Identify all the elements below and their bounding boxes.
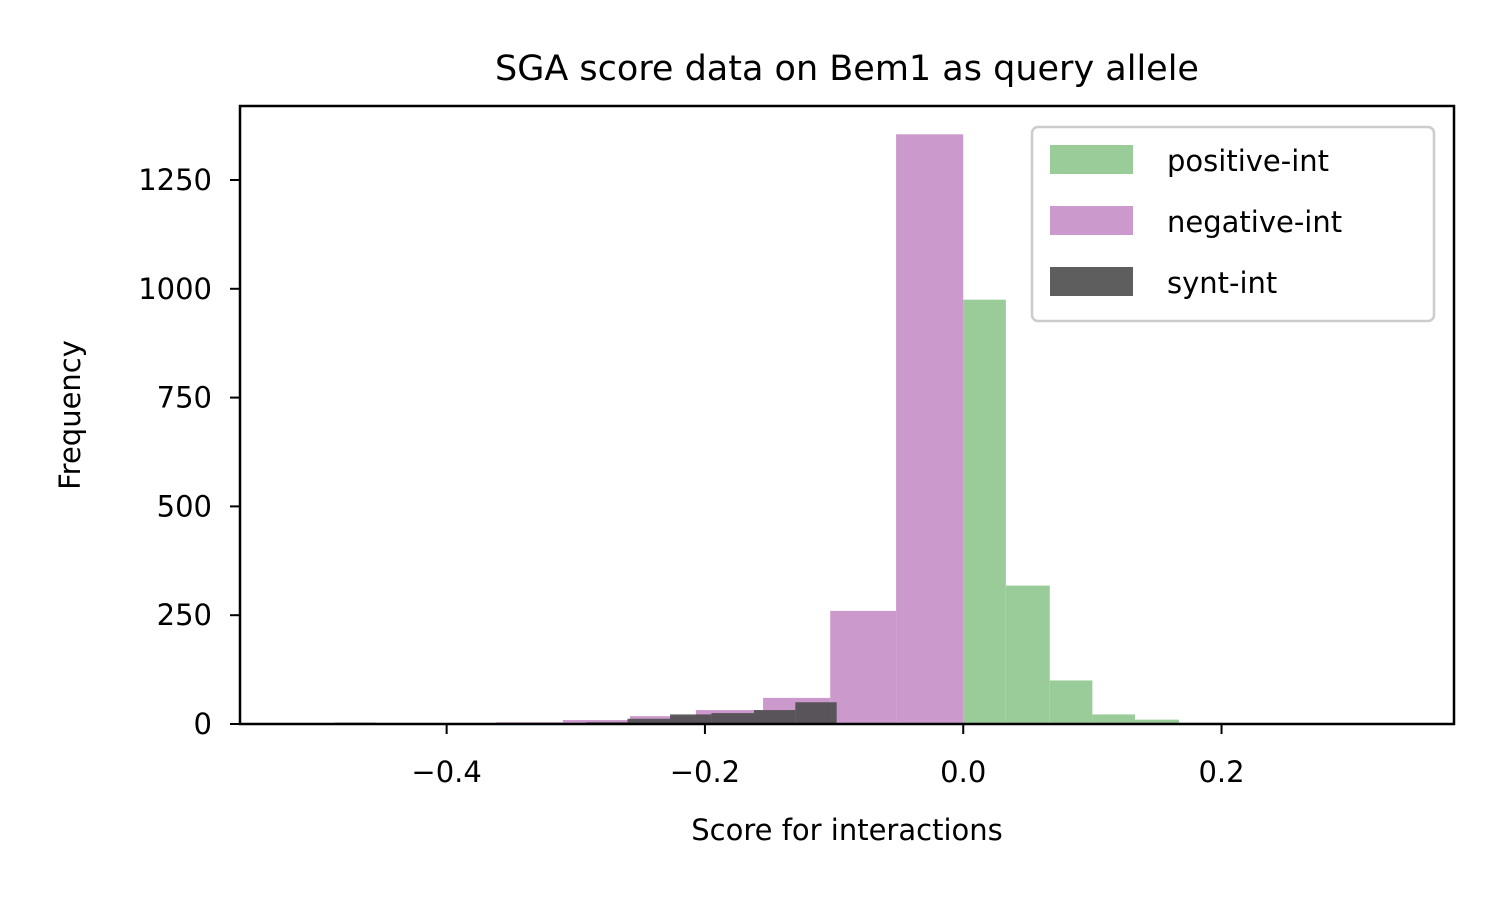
y-axis-label: Frequency [53, 340, 87, 490]
bar-negative-int-0 [896, 134, 964, 725]
bar-positive-int-4 [1135, 719, 1179, 724]
y-tick-label: 1250 [138, 163, 212, 197]
x-tick-label: 0.0 [940, 755, 986, 789]
chart-title: SGA score data on Bem1 as query allele [495, 49, 1199, 89]
y-tick-label: 1000 [138, 272, 212, 306]
bar-positive-int-2 [1049, 680, 1093, 724]
bar-synt-int-1 [754, 710, 796, 724]
legend-swatch-synt-int [1050, 267, 1133, 296]
bar-positive-int-3 [1092, 714, 1135, 724]
bar-positive-int-1 [1005, 585, 1050, 724]
y-tick-label: 250 [157, 598, 212, 632]
bar-negative-int-1 [830, 610, 897, 724]
bar-synt-int-0 [795, 702, 837, 724]
x-tick-label: −0.4 [411, 755, 481, 789]
bar-positive-int-0 [963, 299, 1006, 724]
x-tick-label: 0.2 [1198, 755, 1244, 789]
x-axis-label: Score for interactions [691, 813, 1002, 847]
legend-label-positive-int: positive-int [1167, 144, 1329, 178]
legend-label-negative-int: negative-int [1167, 205, 1342, 239]
legend-swatch-positive-int [1050, 145, 1133, 174]
plot-frame [238, 104, 1456, 726]
bar-negative-int-5 [562, 720, 631, 724]
y-axis-ticks: 0 250 500 750 1000 1250 [138, 163, 240, 741]
y-tick-label: 0 [194, 707, 212, 741]
bar-synt-int-2 [711, 713, 755, 724]
legend-swatch-negative-int [1050, 206, 1133, 235]
bar-synt-int-3 [670, 714, 712, 724]
legend-label-synt-int: synt-int [1167, 266, 1277, 300]
x-tick-label: −0.2 [670, 755, 740, 789]
y-tick-label: 500 [157, 489, 212, 523]
legend: positive-int negative-int synt-int [1030, 125, 1436, 323]
x-axis-ticks: −0.4 −0.2 0.0 0.2 [411, 724, 1245, 789]
bar-synt-int-4 [627, 718, 671, 724]
y-tick-label: 750 [157, 381, 212, 415]
